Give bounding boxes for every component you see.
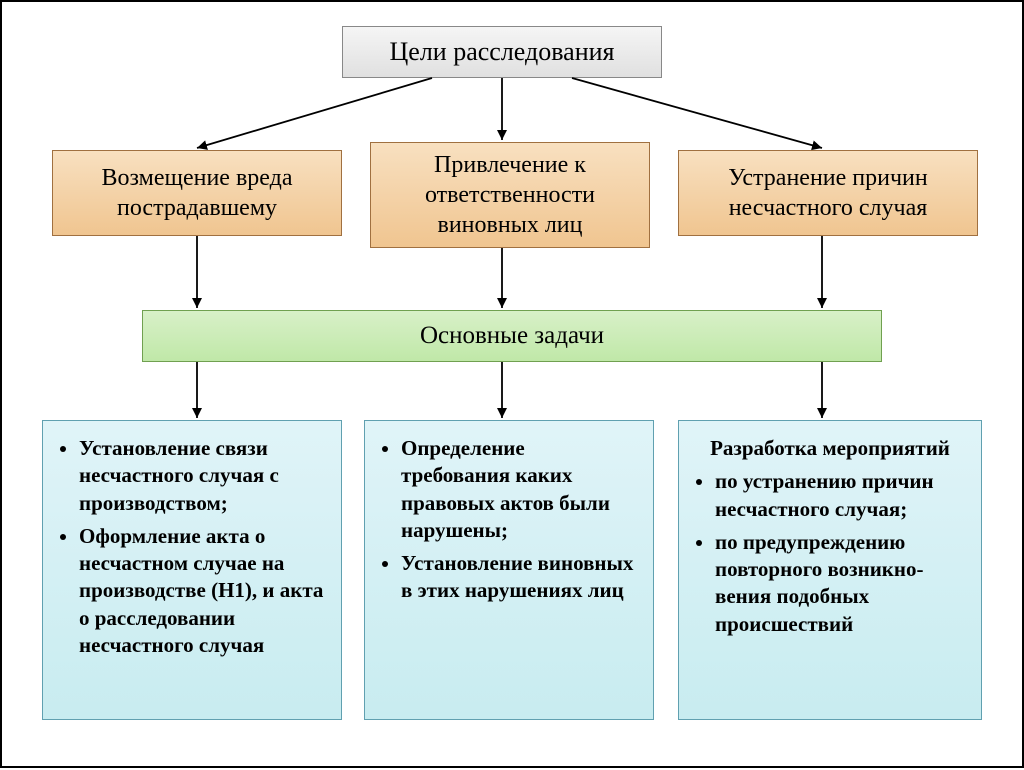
- goal-mid-text: Привлечение к ответственности виновных л…: [383, 150, 637, 240]
- goal-right-box: Устранение причин несчастного случая: [678, 150, 978, 236]
- detail-right-box: Разработка мероприятий по устранению при…: [678, 420, 982, 720]
- list-item: Оформление акта о несчастном случае на п…: [79, 523, 327, 659]
- goal-right-text: Устранение причин несчастного случая: [691, 163, 965, 223]
- title-text: Цели расследования: [390, 37, 615, 67]
- title-box: Цели расследования: [342, 26, 662, 78]
- goal-left-box: Возмещение вреда пострадавшему: [52, 150, 342, 236]
- goal-left-text: Возмещение вреда пострадавшему: [65, 163, 329, 223]
- detail-left-box: Установление связи несчастного случая с …: [42, 420, 342, 720]
- detail-right-list: по устранению причин несчастного случая;…: [693, 468, 967, 644]
- list-item: по предупреждению повторного возникно-ве…: [715, 529, 967, 638]
- list-item: Определение требования каких правовых ак…: [401, 435, 639, 544]
- list-item: по устранению причин несчастного случая;: [715, 468, 967, 523]
- list-item: Установление связи несчастного случая с …: [79, 435, 327, 517]
- list-item: Установление виновных в этих нарушениях …: [401, 550, 639, 605]
- tasks-box: Основные задачи: [142, 310, 882, 362]
- goal-mid-box: Привлечение к ответственности виновных л…: [370, 142, 650, 248]
- detail-mid-box: Определение требования каких правовых ак…: [364, 420, 654, 720]
- detail-right-heading: Разработка мероприятий: [693, 435, 967, 462]
- tasks-text: Основные задачи: [420, 322, 604, 350]
- detail-mid-list: Определение требования каких правовых ак…: [379, 435, 639, 611]
- detail-left-list: Установление связи несчастного случая с …: [57, 435, 327, 665]
